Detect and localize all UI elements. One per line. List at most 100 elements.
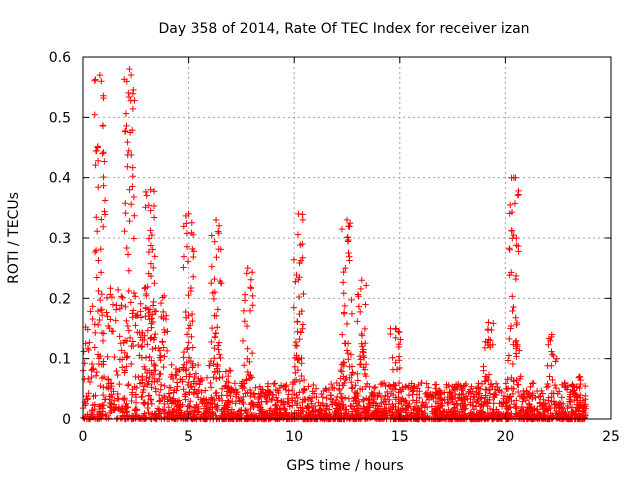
data-point: [313, 393, 320, 401]
data-point: [564, 404, 571, 412]
data-point: [255, 395, 262, 403]
data-point: [508, 384, 516, 392]
data-point: [451, 404, 459, 411]
data-point: [156, 347, 164, 354]
data-point: [143, 290, 150, 298]
data-point: [156, 391, 163, 399]
data-point: [478, 380, 486, 388]
data-point: [357, 285, 365, 293]
data-point: [96, 316, 103, 324]
data-point: [188, 333, 195, 340]
data-point: [558, 381, 566, 388]
data-point: [201, 400, 208, 408]
data-point: [116, 333, 123, 340]
data-point: [396, 398, 404, 405]
data-point: [481, 377, 488, 385]
data-point: [210, 374, 217, 381]
data-point: [377, 381, 385, 388]
data-point: [157, 352, 164, 359]
x-tick-label: 20: [496, 429, 514, 445]
data-point: [99, 337, 107, 345]
data-point: [114, 371, 121, 379]
data-point: [568, 382, 576, 389]
data-point: [338, 225, 346, 233]
data-point: [124, 138, 131, 146]
data-point: [243, 270, 250, 277]
data-point: [357, 412, 364, 419]
data-point: [127, 299, 135, 306]
data-point: [577, 380, 584, 388]
data-point: [566, 391, 574, 398]
data-point: [184, 258, 192, 265]
data-point: [124, 403, 131, 411]
data-point: [124, 353, 131, 360]
data-point: [410, 405, 417, 413]
data-point: [389, 411, 396, 418]
data-point: [582, 412, 589, 420]
data-point: [578, 402, 586, 409]
data-point: [152, 367, 159, 374]
data-point: [144, 327, 152, 334]
data-point: [92, 329, 99, 337]
data-point: [145, 400, 152, 407]
data-point: [558, 394, 566, 401]
data-point: [165, 409, 172, 417]
data-point: [328, 400, 336, 408]
data-point: [570, 383, 577, 390]
data-point: [185, 291, 192, 299]
data-point: [538, 387, 545, 395]
data-point: [474, 397, 481, 405]
data-point: [92, 161, 99, 169]
data-point: [207, 379, 214, 387]
data-point: [99, 223, 107, 230]
data-point: [152, 385, 159, 392]
data-point: [482, 394, 489, 401]
data-point: [304, 402, 311, 410]
data-point: [340, 290, 347, 297]
data-point: [575, 405, 582, 412]
data-point: [310, 381, 317, 389]
data-point: [361, 339, 369, 347]
data-point: [147, 186, 154, 193]
data-point: [209, 396, 216, 403]
data-point: [512, 272, 520, 280]
x-axis: 0 5 10 15 20 25: [79, 57, 620, 445]
data-point: [345, 395, 353, 402]
data-point: [129, 105, 137, 113]
data-point: [345, 222, 352, 230]
data-point: [292, 278, 299, 285]
data-point: [513, 405, 520, 412]
data-point: [148, 324, 155, 331]
data-point: [411, 383, 418, 390]
data-point: [277, 382, 285, 389]
data-point: [239, 337, 247, 345]
data-point: [125, 93, 133, 101]
data-point: [228, 386, 235, 393]
data-point: [348, 296, 355, 304]
data-point: [143, 374, 150, 382]
data-point: [211, 368, 218, 376]
data-point: [557, 400, 565, 408]
data-point: [217, 354, 224, 362]
data-point: [205, 399, 212, 406]
data-point: [322, 385, 329, 392]
data-point: [97, 269, 105, 276]
data-point: [520, 387, 527, 395]
data-point: [333, 393, 341, 401]
data-point: [361, 325, 369, 333]
data-point: [357, 308, 364, 316]
data-point: [142, 313, 149, 320]
data-point: [128, 342, 135, 350]
data-point: [376, 403, 384, 410]
data-point: [132, 399, 140, 406]
data-point: [212, 330, 220, 337]
data-point: [213, 365, 221, 372]
data-point: [362, 372, 370, 380]
data-point: [164, 328, 171, 335]
data-point: [124, 251, 132, 258]
data-point: [355, 303, 363, 310]
data-point: [87, 308, 94, 315]
data-point: [428, 408, 436, 415]
data-point: [300, 385, 308, 392]
data-point: [486, 343, 494, 351]
